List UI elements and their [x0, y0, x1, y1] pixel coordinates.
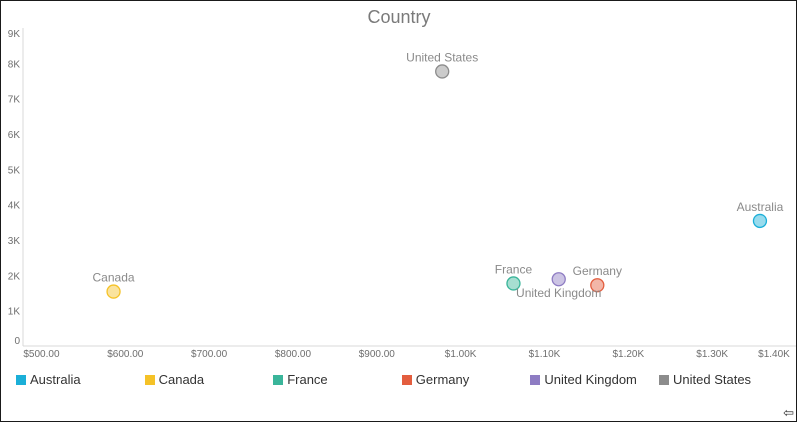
legend-swatch [659, 374, 669, 385]
y-tick-label: 2K [8, 271, 21, 282]
legend-label: Australia [30, 372, 81, 387]
data-label: United States [406, 50, 478, 64]
x-axis-ticks: $500.00 $600.00 $700.00 $800.00 $900.00 $1.00… [23, 349, 790, 360]
legend-item[interactable]: Australia [16, 372, 81, 387]
legend-swatch [530, 374, 541, 385]
data-point[interactable] [551, 272, 566, 287]
data-points [106, 64, 768, 299]
x-tick-label: $700.00 [191, 349, 228, 360]
legend-swatch [401, 374, 412, 385]
x-tick-label: $800.00 [275, 349, 312, 360]
legend-swatch [144, 374, 155, 385]
data-label: Germany [573, 264, 622, 278]
data-point[interactable] [590, 278, 605, 293]
legend-item[interactable]: United Kingdom [530, 372, 637, 387]
data-label: Australia [737, 200, 784, 214]
legend-item[interactable]: France [273, 372, 328, 387]
data-point[interactable] [506, 276, 521, 291]
data-point[interactable] [752, 213, 768, 229]
legend-label: United Kingdom [544, 372, 637, 387]
y-tick-label: 7K [8, 95, 21, 106]
data-point[interactable] [106, 284, 121, 299]
x-tick-label: $1.40K [758, 349, 790, 360]
y-tick-label: 1K [8, 307, 21, 318]
x-tick-label: $1.00K [445, 349, 477, 360]
legend-item[interactable]: Germany [401, 372, 470, 387]
chart-title: Country [367, 7, 430, 27]
data-label: Canada [93, 271, 135, 285]
legend-label: Germany [415, 372, 470, 387]
y-tick-label: 3K [8, 236, 21, 247]
data-point[interactable] [435, 64, 450, 79]
legend-label: United States [673, 372, 752, 387]
arrow-left-icon[interactable]: ⇦ [783, 405, 794, 420]
legend-item[interactable]: United States [659, 372, 751, 387]
legend-label: France [287, 372, 328, 387]
data-label: United Kingdom [516, 286, 601, 300]
data-label: France [495, 262, 533, 276]
legend-item[interactable]: Canada [144, 372, 205, 387]
y-tick-label: 5K [8, 165, 21, 176]
legend: Australia Canada France Germany United Kingd… [1, 366, 796, 394]
y-tick-label: 4K [8, 201, 21, 212]
data-labels: Australia Canada France Germany United Kingd… [93, 50, 784, 300]
y-tick-label: 6K [8, 130, 21, 141]
x-tick-label: $1.30K [696, 349, 728, 360]
y-tick-label: 8K [8, 59, 21, 70]
y-axis-ticks: 0 1K 2K 3K 4K 5K 6K 7K 8K 9K [8, 29, 21, 347]
scatter-chart: Country 0 1K 2K 3K 4K 5K 6K 7K 8K 9K $500.00 $600.… [8, 7, 796, 360]
legend-swatch [273, 374, 284, 385]
y-tick-label: 9K [8, 29, 21, 40]
x-tick-label: $1.20K [612, 349, 644, 360]
legend-swatch [16, 374, 26, 385]
legend-label: Canada [158, 372, 205, 387]
x-tick-label: $1.10K [529, 349, 561, 360]
x-tick-label: $900.00 [359, 349, 396, 360]
x-tick-label: $500.00 [23, 349, 60, 360]
x-tick-label: $600.00 [107, 349, 144, 360]
y-tick-label: 0 [14, 336, 20, 347]
